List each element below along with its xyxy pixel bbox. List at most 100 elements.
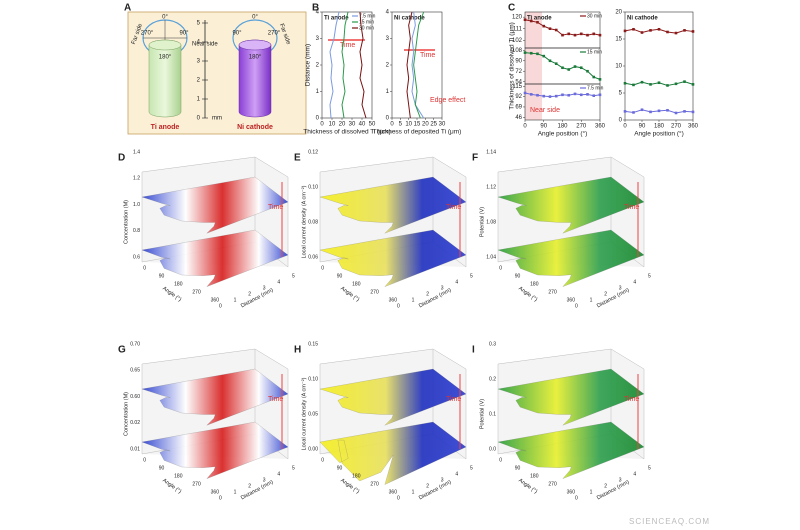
ni-angle: 180°	[249, 55, 262, 61]
y-tick-label: 72	[515, 69, 522, 75]
scale-tick-label: 4	[197, 40, 201, 46]
y-tick-label: 1	[234, 489, 237, 495]
series-marker	[536, 93, 539, 97]
time-annotation: Time	[624, 396, 639, 403]
y-tick-label: 3	[316, 36, 320, 42]
x-tick-label: 270	[548, 481, 557, 487]
y-tick-label: 108	[512, 48, 523, 54]
z-tick-label: 0.1	[489, 411, 496, 417]
ti-angle: 0°	[162, 15, 168, 21]
series-marker	[666, 108, 669, 112]
y-tick-label: 3	[263, 477, 266, 483]
z-tick-label: 1.4	[133, 149, 140, 155]
y-tick-label: 2	[386, 63, 390, 69]
y-tick-label: 3	[619, 285, 622, 291]
series-marker	[529, 19, 533, 23]
series-marker	[554, 28, 558, 32]
y-axis-label: Distance (mm)	[240, 479, 275, 501]
z-tick-label: 1.2	[133, 176, 140, 182]
x-tick-label: 270	[370, 481, 379, 487]
series-marker	[579, 66, 583, 70]
time-annotation: Time	[446, 204, 461, 211]
series-marker	[649, 29, 652, 32]
series-marker	[548, 95, 552, 98]
z-axis-label: Concentration (M)	[123, 392, 129, 436]
scale-tick-label: 3	[197, 59, 201, 65]
y-axis-label: Distance (mm)	[596, 287, 631, 309]
time-annotation: Time	[446, 396, 461, 403]
y-tick-label: 0	[316, 116, 320, 122]
z-tick-label: 0.08	[308, 219, 318, 225]
series-marker	[592, 32, 596, 36]
y-tick-label: 10	[615, 64, 622, 70]
y-tick-label: 4	[316, 10, 320, 16]
x-axis-label: Angle (°)	[517, 478, 538, 495]
time-annotation: Time	[268, 396, 283, 403]
z-tick-label: 1.14	[486, 149, 496, 155]
x-tick-label: 90	[337, 273, 343, 279]
y-tick-label: 102	[512, 38, 523, 44]
y-tick-label: 54	[515, 79, 522, 85]
time-annotation: Time	[268, 204, 283, 211]
time-annotation: Time	[624, 204, 639, 211]
z-axis-label: Potential (V)	[479, 207, 485, 237]
x-tick-label: 0	[143, 265, 146, 271]
x-tick-label: 90	[337, 465, 343, 471]
x-tick-label: 180	[530, 473, 539, 479]
ti-cylinder	[148, 39, 182, 118]
y-axis-label: Distance (mm)	[305, 44, 312, 86]
x-tick-label: 360	[211, 489, 220, 495]
y-tick-label: 4	[633, 279, 636, 285]
y-axis-label: Distance (mm)	[240, 287, 275, 309]
y-tick-label: 4	[277, 279, 280, 285]
x-axis-label: Angle (°)	[339, 478, 360, 495]
series-marker	[640, 31, 644, 34]
z-tick-label: 0.00	[308, 446, 318, 452]
x-tick-label: 90	[540, 124, 547, 130]
z-axis-label: Potential (V)	[479, 399, 485, 429]
series-marker	[592, 75, 596, 79]
x-axis-label: Thickness of dissolved Ti (μm)	[303, 129, 391, 136]
y-tick-label: 2	[604, 483, 607, 489]
x-tick-label: 0	[523, 124, 527, 130]
series-marker	[657, 81, 661, 85]
y-tick-label: 4	[386, 10, 390, 16]
y-tick-label: 5	[470, 465, 473, 471]
surface	[497, 229, 645, 287]
series-marker	[561, 33, 564, 37]
x-axis-label: Angle position (°)	[634, 130, 684, 138]
x-tick-label: 90	[515, 465, 521, 471]
y-tick-label: 5	[470, 273, 473, 279]
legend-label: 7.5 min	[587, 85, 604, 91]
x-axis-label: Angle (°)	[161, 286, 182, 303]
x-tick-label: 0	[320, 122, 324, 128]
x-tick-label: 30	[349, 122, 356, 128]
series-marker	[523, 51, 527, 54]
series-marker	[579, 93, 583, 97]
ti-angle: 90°	[179, 31, 189, 37]
x-tick-label: 180	[654, 124, 665, 130]
near-side-shade	[525, 12, 542, 120]
panel-label: F	[472, 153, 478, 164]
y-tick-label: 2	[248, 483, 251, 489]
series-marker	[586, 33, 589, 37]
scale-tick-label: 2	[197, 78, 201, 84]
x-tick-label: 360	[688, 124, 699, 130]
y-tick-label: 1	[412, 489, 415, 495]
y-tick-label: 20	[615, 10, 622, 16]
y-axis-label: Thickness of dissolved Ti (μm)	[509, 22, 516, 110]
surface	[319, 421, 467, 485]
series-marker	[691, 110, 695, 114]
surface	[141, 368, 289, 426]
series-marker	[598, 78, 602, 81]
z-tick-label: 0.3	[489, 341, 496, 347]
series-line	[406, 11, 413, 119]
y-tick-label: 0	[219, 495, 222, 501]
series-marker	[592, 94, 596, 97]
y-tick-label: 3	[263, 285, 266, 291]
series-marker	[529, 51, 533, 55]
scale-tick-label: 1	[197, 97, 201, 103]
series-line	[329, 11, 340, 119]
y-tick-label: 90	[515, 58, 522, 64]
series-marker	[536, 52, 539, 56]
